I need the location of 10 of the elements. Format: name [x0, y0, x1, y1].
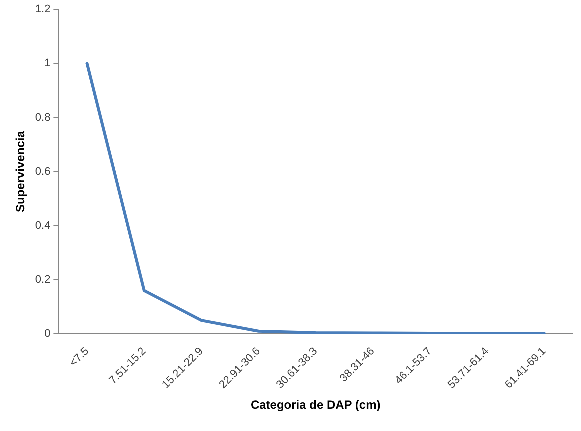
y-tick-label: 0.2	[35, 274, 51, 286]
y-tick-label: 0.4	[35, 220, 51, 232]
x-axis-title: Categoria de DAP (cm)	[250, 398, 381, 412]
y-tick-label: 1.2	[35, 4, 51, 16]
y-tick-label: 1	[44, 58, 51, 70]
y-tick-label: 0.6	[35, 166, 51, 178]
y-tick-label: 0.8	[35, 112, 51, 124]
x-tick-label: <7.5	[68, 346, 92, 370]
y-tick-label: 0	[44, 328, 51, 340]
y-axis-title: Supervivencia	[14, 130, 28, 213]
